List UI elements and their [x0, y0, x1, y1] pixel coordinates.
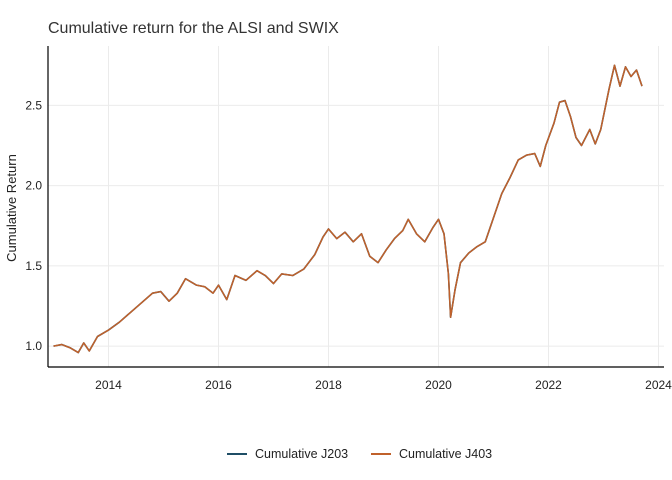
series-lines	[53, 64, 643, 354]
tick-labels: 2014 2016 2018 2020 2022 2024 1.0 1.5 2.0 2.5	[25, 98, 672, 392]
x-tick-label: 2014	[95, 378, 122, 392]
y-tick-label: 2.0	[25, 179, 42, 193]
series-line-cumulative-j203	[53, 64, 643, 354]
legend-label: Cumulative J403	[399, 447, 492, 461]
y-axis-label: Cumulative Return	[4, 154, 19, 262]
legend-label: Cumulative J203	[255, 447, 348, 461]
x-tick-label: 2022	[535, 378, 562, 392]
y-tick-label: 2.5	[25, 98, 42, 112]
grid-lines	[48, 46, 664, 367]
x-tick-label: 2018	[315, 378, 342, 392]
y-tick-label: 1.5	[25, 259, 42, 273]
chart-title: Cumulative return for the ALSI and SWIX	[48, 20, 339, 37]
x-tick-label: 2020	[425, 378, 452, 392]
x-tick-label: 2024	[645, 378, 672, 392]
legend: Cumulative J203 Cumulative J403	[227, 447, 492, 461]
y-tick-label: 1.0	[25, 339, 42, 353]
x-tick-label: 2016	[205, 378, 232, 392]
series-line-cumulative-j403	[53, 64, 643, 354]
